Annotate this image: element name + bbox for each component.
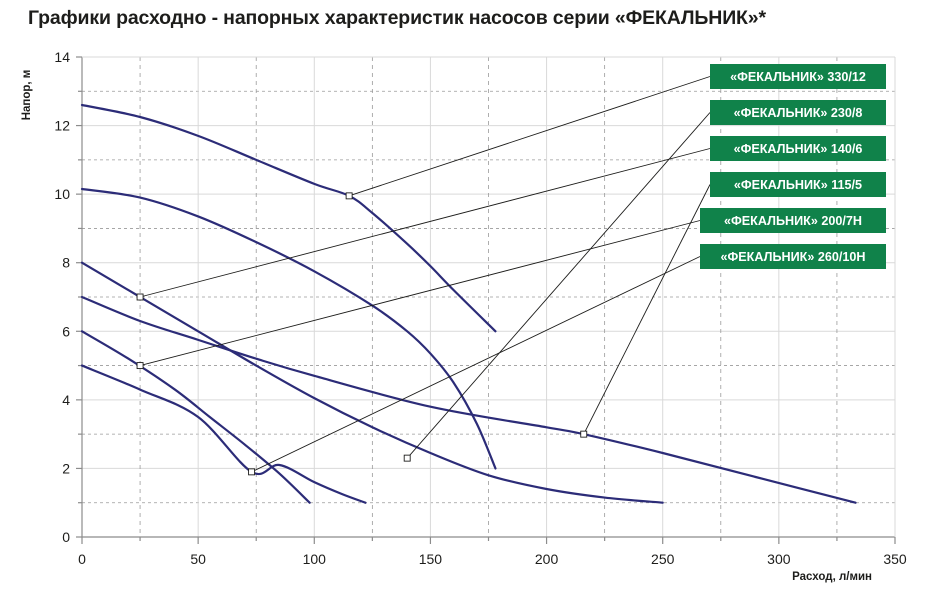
legend-item-4[interactable]: «ФЕКАЛЬНИК» 200/7Н bbox=[700, 208, 886, 233]
x-tick-label: 200 bbox=[535, 551, 559, 567]
y-tick-label: 4 bbox=[62, 392, 70, 408]
x-tick-label: 250 bbox=[651, 551, 675, 567]
y-axis-tick-labels: 0 2 4 6 8 10 12 14 bbox=[54, 49, 70, 545]
leader-line-3 bbox=[583, 184, 711, 435]
legend-box[interactable] bbox=[710, 136, 886, 161]
page-title: Графики расходно - напорных характеристи… bbox=[28, 7, 766, 29]
curve-series-5 bbox=[80, 364, 367, 504]
legend-item-0[interactable]: «ФЕКАЛЬНИК» 330/12 bbox=[710, 64, 886, 89]
curve-series-1 bbox=[80, 187, 497, 470]
leader-marker-0 bbox=[345, 192, 353, 200]
y-tick-label: 6 bbox=[62, 323, 70, 339]
y-tick-label: 8 bbox=[62, 255, 70, 271]
curve-series-4 bbox=[80, 330, 311, 504]
legend-item-5[interactable]: «ФЕКАЛЬНИК» 260/10Н bbox=[700, 244, 886, 269]
y-tick-label: 2 bbox=[62, 460, 70, 476]
leader-line-2 bbox=[139, 148, 711, 298]
x-tick-label: 100 bbox=[303, 551, 327, 567]
leader-marker-5 bbox=[248, 468, 256, 476]
axis-ticks bbox=[76, 56, 896, 544]
x-axis-title: Расход, л/мин bbox=[792, 571, 872, 583]
x-tick-label: 0 bbox=[78, 551, 86, 567]
x-tick-label: 300 bbox=[767, 551, 791, 567]
x-tick-label: 350 bbox=[883, 551, 907, 567]
y-tick-label: 14 bbox=[54, 49, 70, 65]
legend-label: «ФЕКАЛЬНИК» 140/6 bbox=[734, 142, 863, 156]
legend-label: «ФЕКАЛЬНИК» 200/7Н bbox=[724, 214, 862, 228]
leader-line-4 bbox=[139, 220, 701, 367]
legend-label: «ФЕКАЛЬНИК» 230/8 bbox=[734, 106, 863, 120]
leader-lines-group bbox=[139, 76, 711, 473]
y-axis-title: Напор, м bbox=[21, 70, 33, 121]
legend-group[interactable]: «ФЕКАЛЬНИК» 330/12 «ФЕКАЛЬНИК» 230/8 «ФЕКА… bbox=[700, 64, 886, 269]
legend-label: «ФЕКАЛЬНИК» 115/5 bbox=[734, 178, 862, 192]
curve-series-2 bbox=[80, 261, 664, 504]
curve-series-3 bbox=[80, 295, 857, 504]
legend-label: «ФЕКАЛЬНИК» 330/12 bbox=[730, 70, 866, 84]
leader-marker-1 bbox=[403, 454, 411, 462]
leader-marker-4 bbox=[136, 362, 144, 370]
legend-box[interactable] bbox=[710, 64, 886, 89]
legend-box[interactable] bbox=[700, 208, 886, 233]
legend-box[interactable] bbox=[710, 172, 886, 197]
legend-item-1[interactable]: «ФЕКАЛЬНИК» 230/8 bbox=[710, 100, 886, 125]
y-tick-label: 12 bbox=[54, 118, 70, 134]
leader-line-0 bbox=[348, 76, 711, 197]
legend-box[interactable] bbox=[710, 100, 886, 125]
legend-box[interactable] bbox=[700, 244, 886, 269]
leader-markers-group bbox=[136, 192, 588, 476]
y-tick-label: 0 bbox=[62, 529, 70, 545]
leader-line-1 bbox=[406, 112, 711, 459]
legend-item-2[interactable]: «ФЕКАЛЬНИК» 140/6 bbox=[710, 136, 886, 161]
leader-line-5 bbox=[251, 256, 701, 473]
x-tick-label: 150 bbox=[419, 551, 443, 567]
x-tick-label: 50 bbox=[190, 551, 206, 567]
y-tick-label: 10 bbox=[54, 186, 70, 202]
legend-label: «ФЕКАЛЬНИК» 260/10Н bbox=[721, 250, 866, 264]
leader-marker-3 bbox=[580, 430, 588, 438]
legend-item-3[interactable]: «ФЕКАЛЬНИК» 115/5 bbox=[710, 172, 886, 197]
x-axis-tick-labels: 0 50 100 150 200 250 300 350 bbox=[78, 551, 907, 567]
leader-marker-2 bbox=[136, 293, 144, 301]
